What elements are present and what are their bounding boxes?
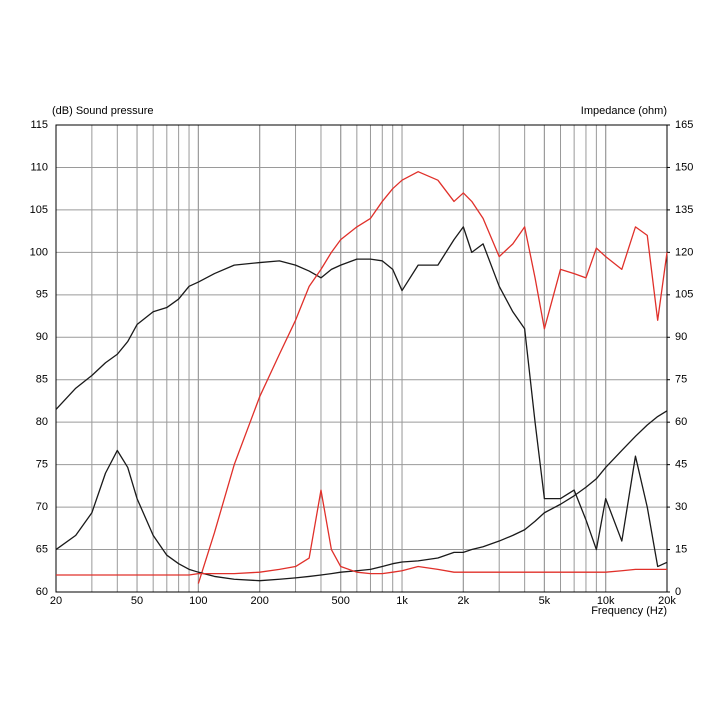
y-tick-label: 60 — [36, 586, 48, 598]
x-tick-label: 5k — [539, 595, 551, 607]
x-tick-label: 2k — [458, 595, 470, 607]
x-tick-label: 500 — [332, 595, 350, 607]
y2-tick-label: 150 — [675, 161, 693, 173]
y-axis-title: (dB) Sound pressure — [52, 105, 154, 117]
y2-tick-label: 30 — [675, 501, 687, 513]
y2-tick-label: 75 — [675, 374, 687, 386]
y2-tick-label: 135 — [675, 204, 693, 216]
series-line — [197, 171, 668, 584]
y-tick-label: 110 — [30, 161, 48, 173]
y-tick-label: 90 — [36, 331, 48, 343]
y-tick-label: 95 — [36, 289, 48, 301]
y-tick-label: 100 — [30, 246, 48, 258]
y-tick-label: 115 — [30, 119, 48, 131]
series-line — [56, 489, 667, 576]
plot-frame — [55, 124, 668, 593]
x-tick-label: 100 — [189, 595, 207, 607]
y2-tick-label: 120 — [675, 246, 693, 258]
y2-axis-title: Impedance (ohm) — [581, 105, 667, 117]
y2-tick-label: 105 — [675, 289, 693, 301]
y2-tick-label: 90 — [675, 331, 687, 343]
x-tick-label: 10k — [597, 595, 615, 607]
y-tick-label: 65 — [36, 543, 48, 555]
y2-tick-label: 15 — [675, 543, 687, 555]
x-tick-label: 20k — [658, 595, 676, 607]
x-tick-label: 200 — [250, 595, 268, 607]
x-tick-label: 1k — [396, 595, 408, 607]
y-tick-label: 105 — [30, 204, 48, 216]
x-tick-label: 20 — [50, 595, 62, 607]
x-axis-title: Frequency (Hz) — [591, 605, 667, 617]
y-tick-label: 75 — [36, 459, 48, 471]
y2-tick-label: 45 — [675, 459, 687, 471]
y2-tick-label: 60 — [675, 416, 687, 428]
y-tick-label: 80 — [36, 416, 48, 428]
y-tick-label: 85 — [36, 374, 48, 386]
x-tick-label: 50 — [131, 595, 143, 607]
y2-tick-label: 165 — [675, 119, 693, 131]
series-line — [55, 410, 668, 582]
y2-tick-label: 0 — [675, 586, 681, 598]
series-line — [55, 226, 668, 568]
y-tick-label: 70 — [36, 501, 48, 513]
